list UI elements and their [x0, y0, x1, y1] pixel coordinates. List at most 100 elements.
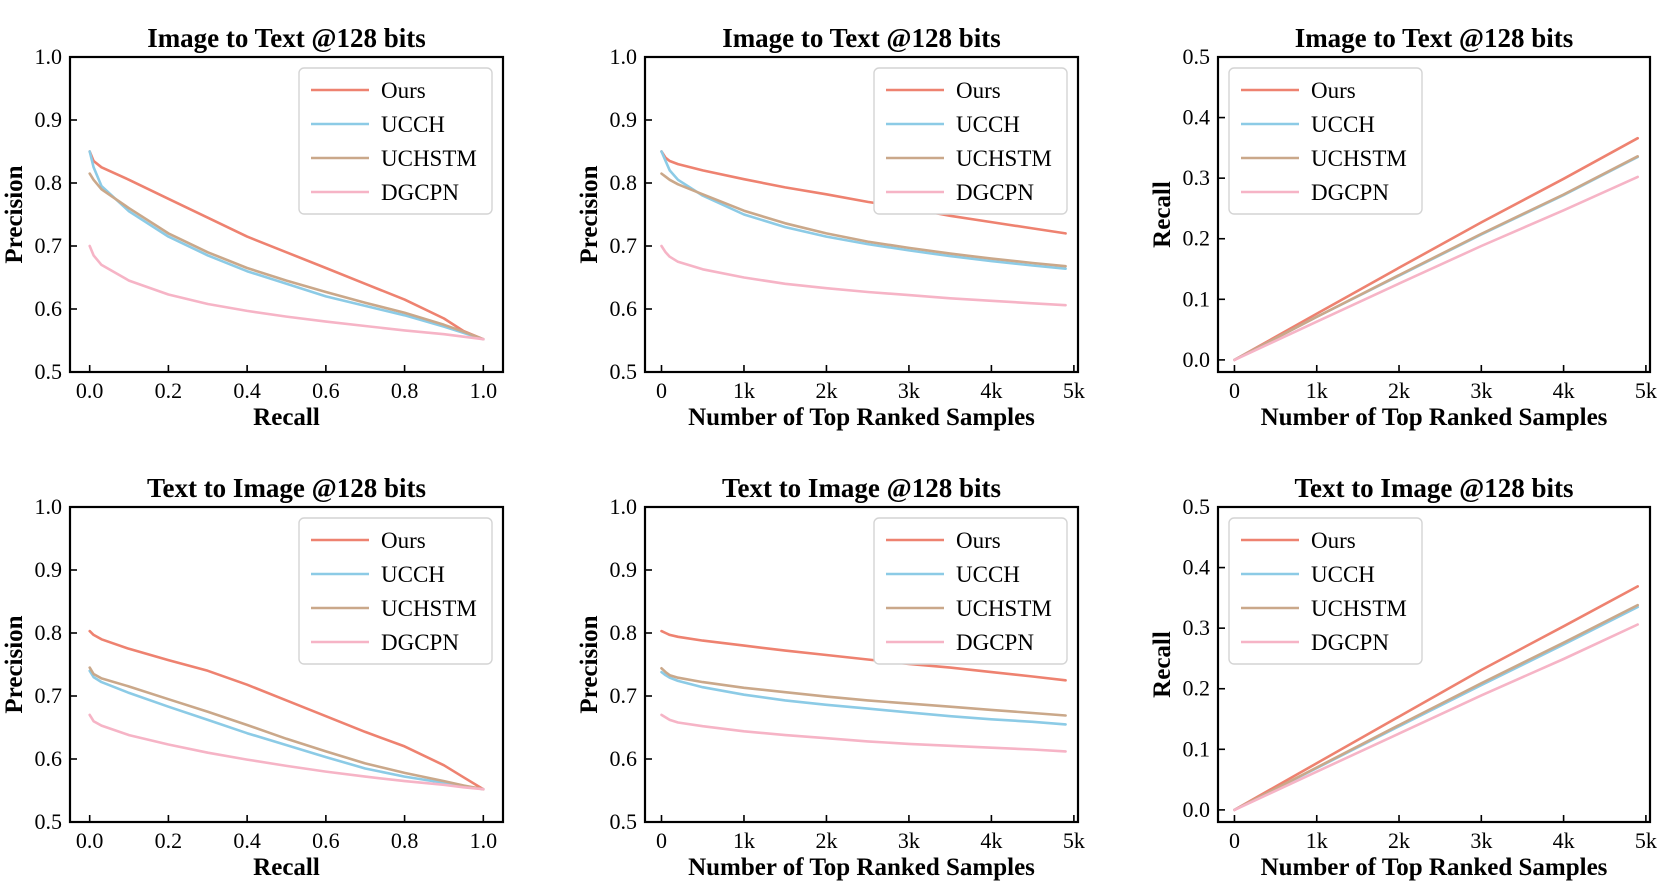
y-tick-label: 0.6 [610, 746, 638, 771]
series-line-ucch [88, 669, 485, 791]
legend-label-dgcpn: DGCPN [381, 180, 459, 205]
y-axis-label: Precision [576, 165, 603, 263]
series-line-uchstm [660, 172, 1067, 268]
y-tick-label: 0.3 [1183, 165, 1211, 190]
legend-label-uchstm: UCHSTM [956, 596, 1052, 621]
legend-label-ours: Ours [1311, 78, 1356, 103]
chart-panel: 0.0 0.2 0.4 0.6 0.8 1.0 0.5 0.6 0.7 0.8 0.9 1.0 Imag… [1, 23, 505, 431]
legend: Ours UCCH UCHSTM DGCPN [298, 517, 493, 665]
y-tick-label: 1.0 [35, 44, 63, 69]
x-tick-label: 1k [733, 828, 755, 853]
y-tick-label: 0.9 [35, 107, 63, 132]
chart-panel: 0 1k 2k 3k 4k 5k 0.5 0.6 0.7 0.8 0.9 1.0 Image to Te… [576, 23, 1085, 431]
x-tick-label: 1k [1306, 378, 1328, 403]
legend-label-dgcpn: DGCPN [956, 630, 1034, 655]
x-tick-label: 0.6 [312, 828, 340, 853]
x-tick-label: 0.4 [233, 378, 261, 403]
x-tick-label: 0.0 [76, 828, 104, 853]
plot-frame [68, 55, 505, 374]
legend-label-uchstm: UCHSTM [1311, 596, 1407, 621]
x-tick-label: 0 [1229, 378, 1240, 403]
x-tick-label: 2k [1388, 378, 1410, 403]
y-tick-label: 0.6 [35, 296, 63, 321]
legend-label-ours: Ours [956, 528, 1001, 553]
y-axis-label: Precision [1, 165, 28, 263]
legend-label-ours: Ours [381, 78, 426, 103]
series-line-ours [1233, 585, 1639, 812]
series-line-ucch [660, 670, 1067, 726]
x-tick-label: 5k [1063, 828, 1085, 853]
chart-panel: 0 1k 2k 3k 4k 5k 0.0 0.1 0.2 0.3 0.4 0.5 Image to Te… [1149, 23, 1657, 431]
x-axis-label: Recall [253, 854, 320, 881]
x-tick-label: 3k [1470, 378, 1492, 403]
x-axis-label: Number of Top Ranked Samples [688, 404, 1035, 431]
chart-panel: 0.0 0.2 0.4 0.6 0.8 1.0 0.5 0.6 0.7 0.8 0.9 1.0 Text… [1, 473, 505, 881]
legend-label-dgcpn: DGCPN [1311, 180, 1389, 205]
legend-frame [873, 67, 1068, 215]
legend-label-ucch: UCCH [381, 112, 445, 137]
x-tick-label: 4k [1553, 828, 1575, 853]
x-tick-label: 1k [733, 378, 755, 403]
y-tick-label: 0.5 [610, 359, 638, 384]
x-tick-label: 5k [1635, 828, 1657, 853]
x-tick-label: 0.8 [391, 378, 419, 403]
y-tick-label: 0.7 [610, 233, 638, 258]
y-tick-label: 1.0 [610, 44, 638, 69]
x-tick-label: 0 [656, 828, 667, 853]
plot-frame [643, 505, 1080, 824]
x-tick-label: 0.2 [155, 378, 183, 403]
legend-label-ours: Ours [956, 78, 1001, 103]
y-tick-label: 0.0 [1183, 797, 1211, 822]
series-line-dgcpn [1233, 175, 1639, 362]
y-tick-label: 0.9 [610, 557, 638, 582]
series-line-uchstm [1233, 155, 1639, 362]
y-tick-label: 0.6 [610, 296, 638, 321]
legend: Ours UCCH UCHSTM DGCPN [1228, 67, 1423, 215]
chart-title: Text to Image @128 bits [722, 473, 1001, 503]
legend-label-ours: Ours [381, 528, 426, 553]
series-line-uchstm [88, 666, 485, 791]
legend-label-uchstm: UCHSTM [381, 596, 477, 621]
legend-label-ucch: UCCH [1311, 562, 1375, 587]
x-tick-label: 5k [1635, 378, 1657, 403]
legend-label-ucch: UCCH [381, 562, 445, 587]
y-tick-label: 0.8 [35, 170, 63, 195]
y-tick-label: 0.4 [1183, 105, 1211, 130]
plot-frame [1216, 505, 1652, 824]
series-line-dgcpn [88, 713, 485, 791]
y-tick-label: 0.2 [1183, 676, 1211, 701]
legend: Ours UCCH UCHSTM DGCPN [1228, 517, 1423, 665]
y-tick-label: 0.8 [35, 620, 63, 645]
chart-panel: 0 1k 2k 3k 4k 5k 0.0 0.1 0.2 0.3 0.4 0.5 Text to Ima… [1149, 473, 1657, 881]
x-tick-label: 1.0 [470, 378, 498, 403]
x-tick-label: 5k [1063, 378, 1085, 403]
series-line-ours [660, 150, 1067, 235]
x-tick-label: 3k [1470, 828, 1492, 853]
y-tick-label: 0.4 [1183, 555, 1211, 580]
y-axis-label: Precision [1, 615, 28, 713]
x-tick-label: 1k [1306, 828, 1328, 853]
series-line-ucch [88, 150, 485, 341]
y-tick-label: 0.0 [1183, 347, 1211, 372]
legend-frame [298, 517, 493, 665]
series-line-dgcpn [88, 244, 485, 341]
x-axis-label: Number of Top Ranked Samples [688, 854, 1035, 881]
y-tick-label: 0.8 [610, 170, 638, 195]
series-line-dgcpn [660, 713, 1067, 753]
legend-frame [873, 517, 1068, 665]
x-tick-label: 4k [980, 828, 1002, 853]
series-line-dgcpn [660, 244, 1067, 307]
y-axis-label: Precision [576, 615, 603, 713]
x-tick-label: 0 [1229, 828, 1240, 853]
legend-label-uchstm: UCHSTM [1311, 146, 1407, 171]
legend-label-uchstm: UCHSTM [956, 146, 1052, 171]
series-line-dgcpn [1233, 623, 1639, 812]
chart-title: Image to Text @128 bits [722, 23, 1001, 53]
x-tick-label: 2k [1388, 828, 1410, 853]
series-line-ours [1233, 136, 1639, 362]
y-tick-label: 0.5 [35, 809, 63, 834]
legend-label-ucch: UCCH [956, 112, 1020, 137]
x-tick-label: 1.0 [470, 828, 498, 853]
series-line-uchstm [1233, 603, 1639, 812]
